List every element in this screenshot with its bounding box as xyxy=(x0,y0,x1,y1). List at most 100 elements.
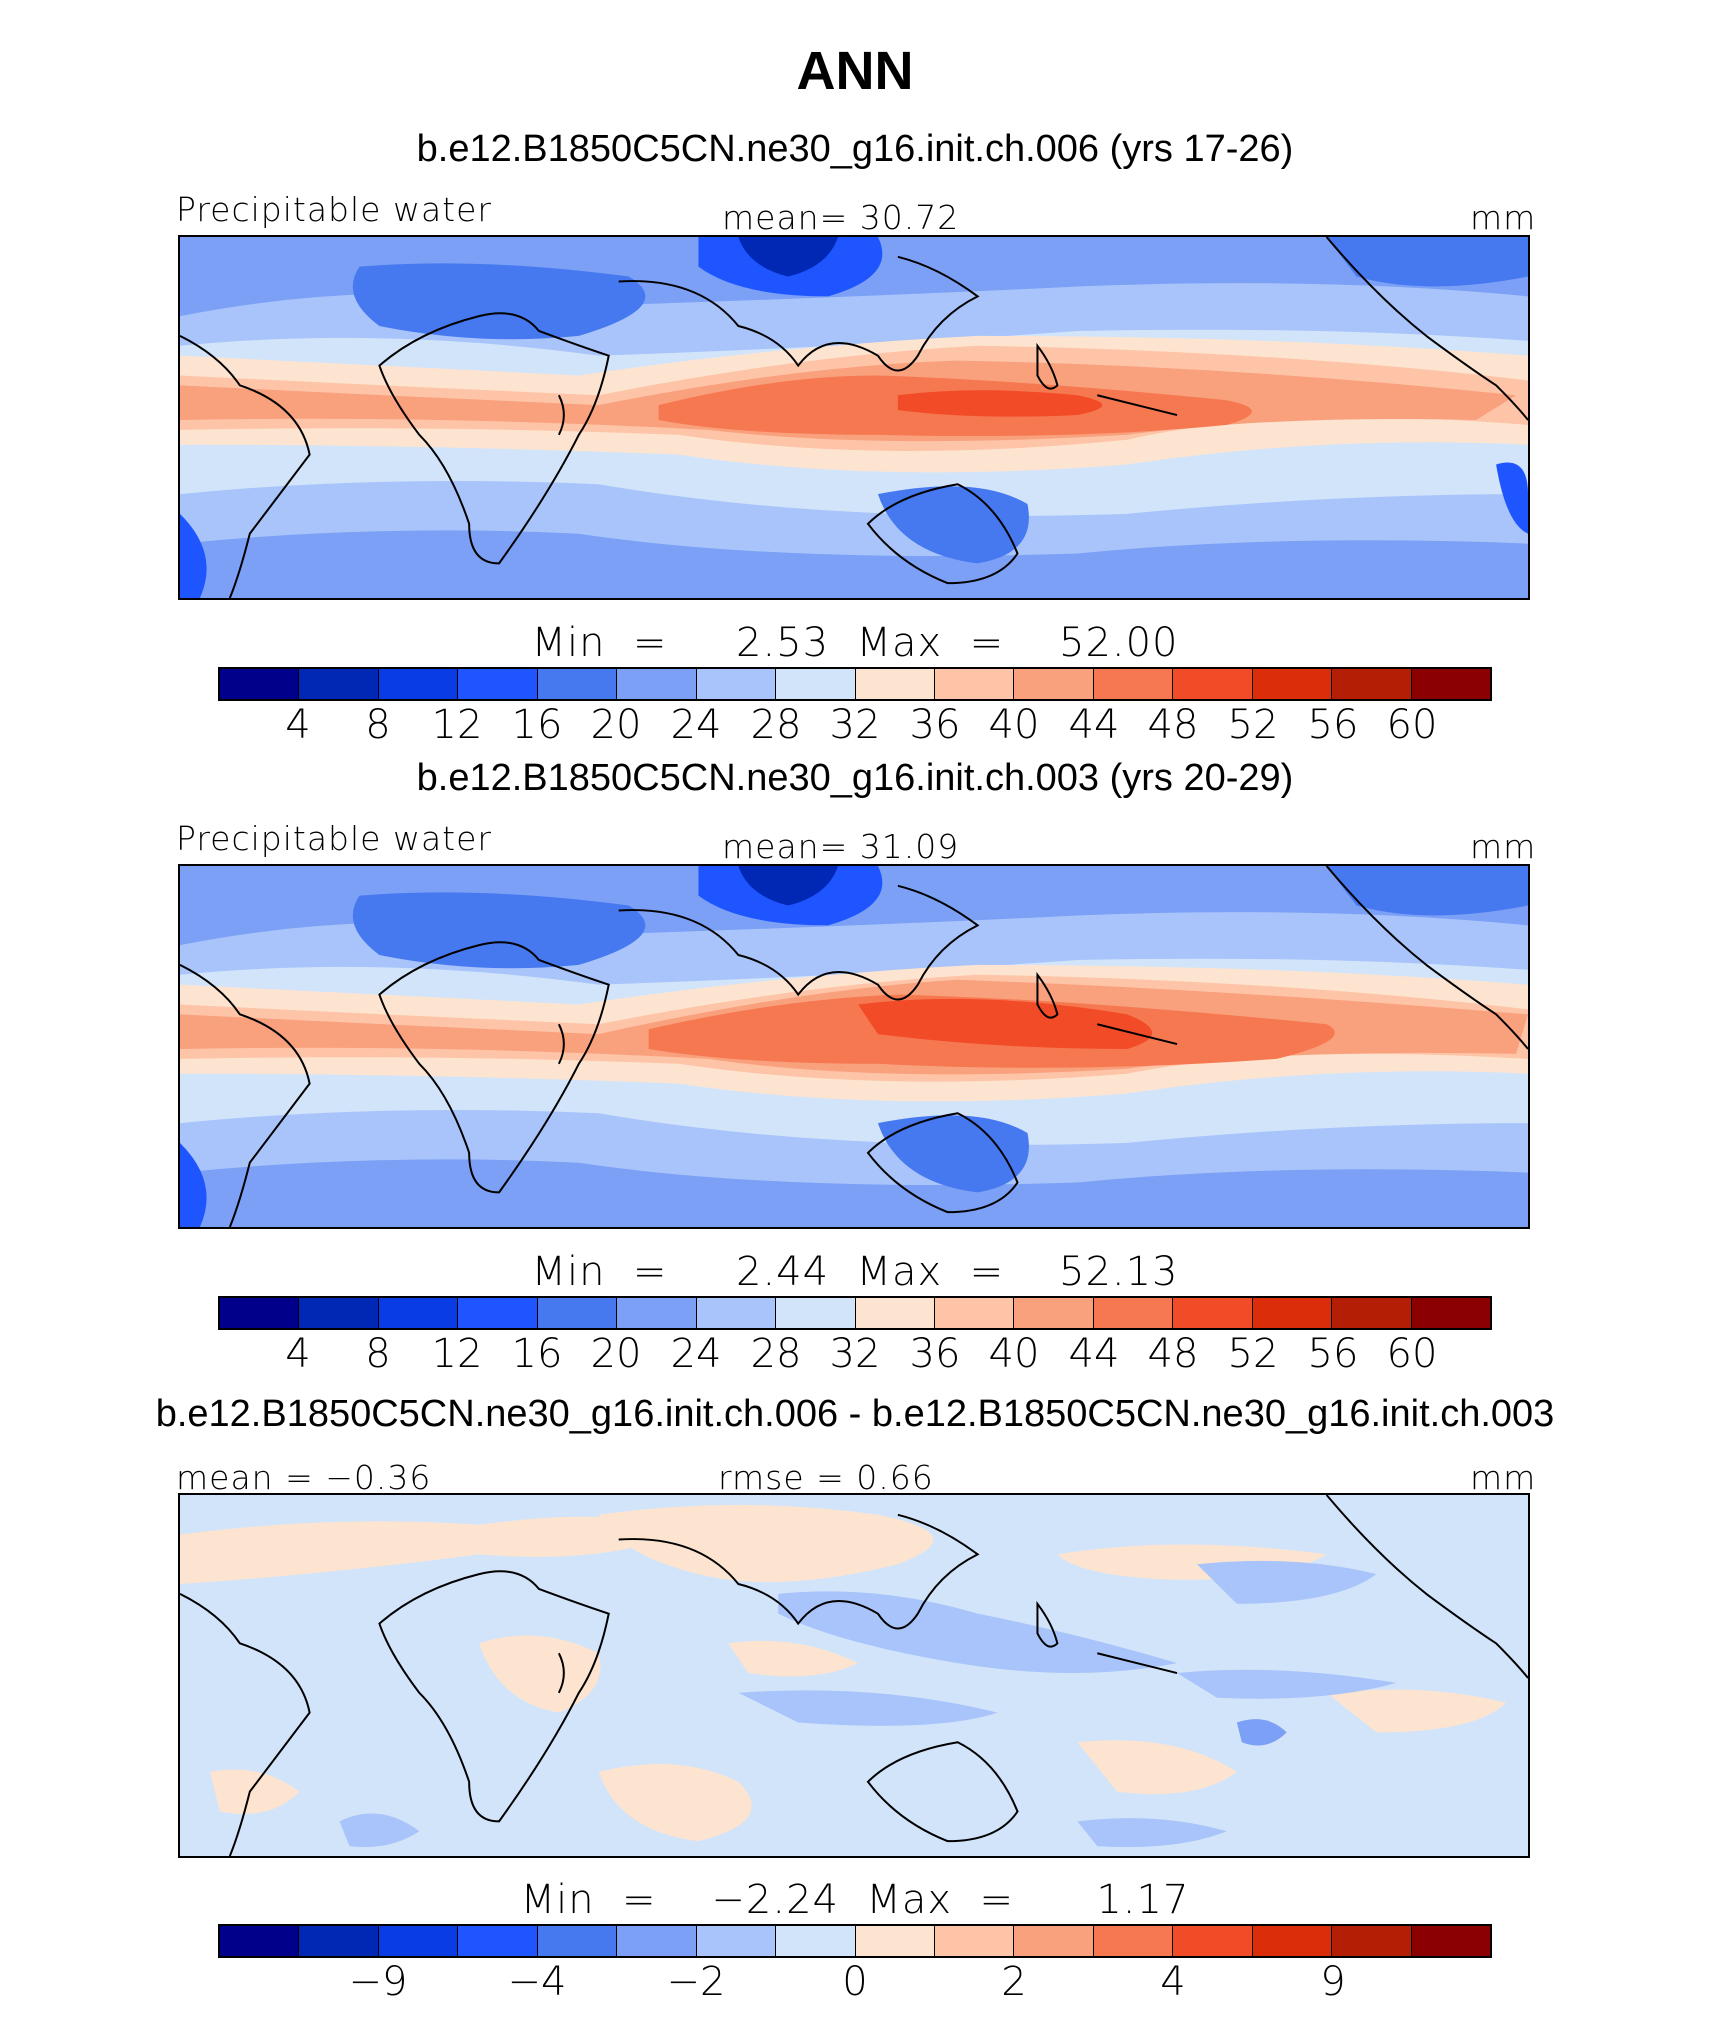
colorbar-tick: 32 xyxy=(829,702,881,748)
colorbar-box xyxy=(378,1298,459,1328)
colorbar-tick: −4 xyxy=(507,1959,567,2005)
panel-1-min-max: Min = 2.53 Max = 52.00 xyxy=(531,620,1179,666)
colorbar-tick: 4 xyxy=(1160,1959,1186,2005)
colorbar-box xyxy=(696,1926,777,1956)
colorbar-tick: 28 xyxy=(750,1331,802,1377)
colorbar-tick: 40 xyxy=(988,702,1040,748)
colorbar-tick: 24 xyxy=(670,702,722,748)
colorbar-box xyxy=(220,669,300,699)
colorbar-box xyxy=(378,669,459,699)
colorbar-box xyxy=(458,669,538,699)
colorbar-box xyxy=(299,1298,379,1328)
colorbar-box xyxy=(458,1926,538,1956)
colorbar-box xyxy=(855,1298,935,1328)
colorbar-tick: 48 xyxy=(1147,1331,1199,1377)
panel-1-variable-label: Precipitable water xyxy=(176,190,492,229)
colorbar-tick: 56 xyxy=(1307,1331,1359,1377)
colorbar-box xyxy=(696,1298,777,1328)
colorbar-box xyxy=(617,669,697,699)
colorbar-box xyxy=(934,1298,1015,1328)
colorbar-tick: 48 xyxy=(1147,702,1199,748)
colorbar-box xyxy=(776,1926,856,1956)
colorbar-box xyxy=(1332,1298,1412,1328)
colorbar-tick: 44 xyxy=(1068,702,1120,748)
colorbar-box xyxy=(1252,1298,1333,1328)
colorbar-box xyxy=(934,669,1015,699)
panel-3-map xyxy=(178,1493,1530,1858)
panel-1-map xyxy=(178,235,1530,600)
colorbar-box xyxy=(1411,1298,1490,1328)
panel-2-mean-label: mean= 31.09 xyxy=(722,827,960,866)
colorbar-box xyxy=(1093,1926,1174,1956)
colorbar-box xyxy=(617,1298,697,1328)
colorbar-box xyxy=(299,1926,379,1956)
colorbar-box xyxy=(1252,669,1333,699)
panel-2-units-label: mm xyxy=(1470,827,1537,866)
colorbar-box xyxy=(537,1926,618,1956)
colorbar-box xyxy=(299,669,379,699)
colorbar-box xyxy=(1252,1926,1333,1956)
colorbar-box xyxy=(855,669,935,699)
colorbar-tick: −9 xyxy=(348,1959,408,2005)
colorbar-tick: 0 xyxy=(842,1959,868,2005)
panel-3-rmse-label: rmse = 0.66 xyxy=(718,1458,934,1497)
colorbar-box xyxy=(696,669,777,699)
colorbar-box xyxy=(1411,1926,1490,1956)
panel-1-units-label: mm xyxy=(1470,198,1537,237)
colorbar-box xyxy=(537,669,618,699)
colorbar-box xyxy=(776,1298,856,1328)
colorbar-box xyxy=(1093,1298,1174,1328)
panel-2-variable-label: Precipitable water xyxy=(176,819,492,858)
colorbar-tick: 20 xyxy=(590,1331,642,1377)
colorbar-box xyxy=(458,1298,538,1328)
colorbar-tick: 12 xyxy=(431,702,483,748)
colorbar-tick: 8 xyxy=(365,702,391,748)
panel-3-colorbar xyxy=(218,1924,1492,1958)
panel-2-colorbar xyxy=(218,1296,1492,1330)
colorbar-box xyxy=(776,669,856,699)
colorbar-box xyxy=(220,1926,300,1956)
colorbar-tick: 4 xyxy=(285,702,311,748)
colorbar-box xyxy=(537,1298,618,1328)
colorbar-tick: 4 xyxy=(285,1331,311,1377)
colorbar-box xyxy=(378,1926,459,1956)
colorbar-box xyxy=(1014,1298,1094,1328)
colorbar-box xyxy=(1411,669,1490,699)
colorbar-tick: 56 xyxy=(1307,702,1359,748)
colorbar-box xyxy=(617,1926,697,1956)
colorbar-box xyxy=(1093,669,1174,699)
colorbar-tick: 9 xyxy=(1320,1959,1346,2005)
colorbar-tick: 16 xyxy=(511,702,563,748)
colorbar-box xyxy=(1332,669,1412,699)
colorbar-tick: 60 xyxy=(1386,1331,1438,1377)
colorbar-tick: 16 xyxy=(511,1331,563,1377)
colorbar-box xyxy=(934,1926,1015,1956)
colorbar-box xyxy=(1173,1926,1253,1956)
panel-3-case-title: b.e12.B1850C5CN.ne30_g16.init.ch.006 - b… xyxy=(155,1393,1555,1435)
colorbar-tick: −2 xyxy=(666,1959,726,2005)
colorbar-tick: 8 xyxy=(365,1331,391,1377)
colorbar-box xyxy=(1173,1298,1253,1328)
panel-1-mean-label: mean= 30.72 xyxy=(722,198,960,237)
colorbar-tick: 24 xyxy=(670,1331,722,1377)
colorbar-box xyxy=(1332,1926,1412,1956)
colorbar-tick: 32 xyxy=(829,1331,881,1377)
panel-1-case-title: b.e12.B1850C5CN.ne30_g16.init.ch.006 (yr… xyxy=(416,128,1294,170)
colorbar-tick: 44 xyxy=(1068,1331,1120,1377)
figure-title: ANN xyxy=(796,41,914,101)
panel-2-min-max: Min = 2.44 Max = 52.13 xyxy=(531,1249,1179,1295)
colorbar-box xyxy=(1173,669,1253,699)
colorbar-tick: 36 xyxy=(909,702,961,748)
colorbar-box xyxy=(1014,669,1094,699)
panel-3-min-max: Min = −2.24 Max = 1.17 xyxy=(520,1877,1190,1923)
colorbar-box xyxy=(1014,1926,1094,1956)
colorbar-box xyxy=(855,1926,935,1956)
panel-1-colorbar xyxy=(218,667,1492,701)
panel-3-units-label: mm xyxy=(1470,1458,1537,1497)
colorbar-tick: 12 xyxy=(431,1331,483,1377)
colorbar-tick: 20 xyxy=(590,702,642,748)
colorbar-tick: 36 xyxy=(909,1331,961,1377)
colorbar-tick: 52 xyxy=(1227,1331,1279,1377)
colorbar-tick: 28 xyxy=(750,702,802,748)
colorbar-tick: 52 xyxy=(1227,702,1279,748)
